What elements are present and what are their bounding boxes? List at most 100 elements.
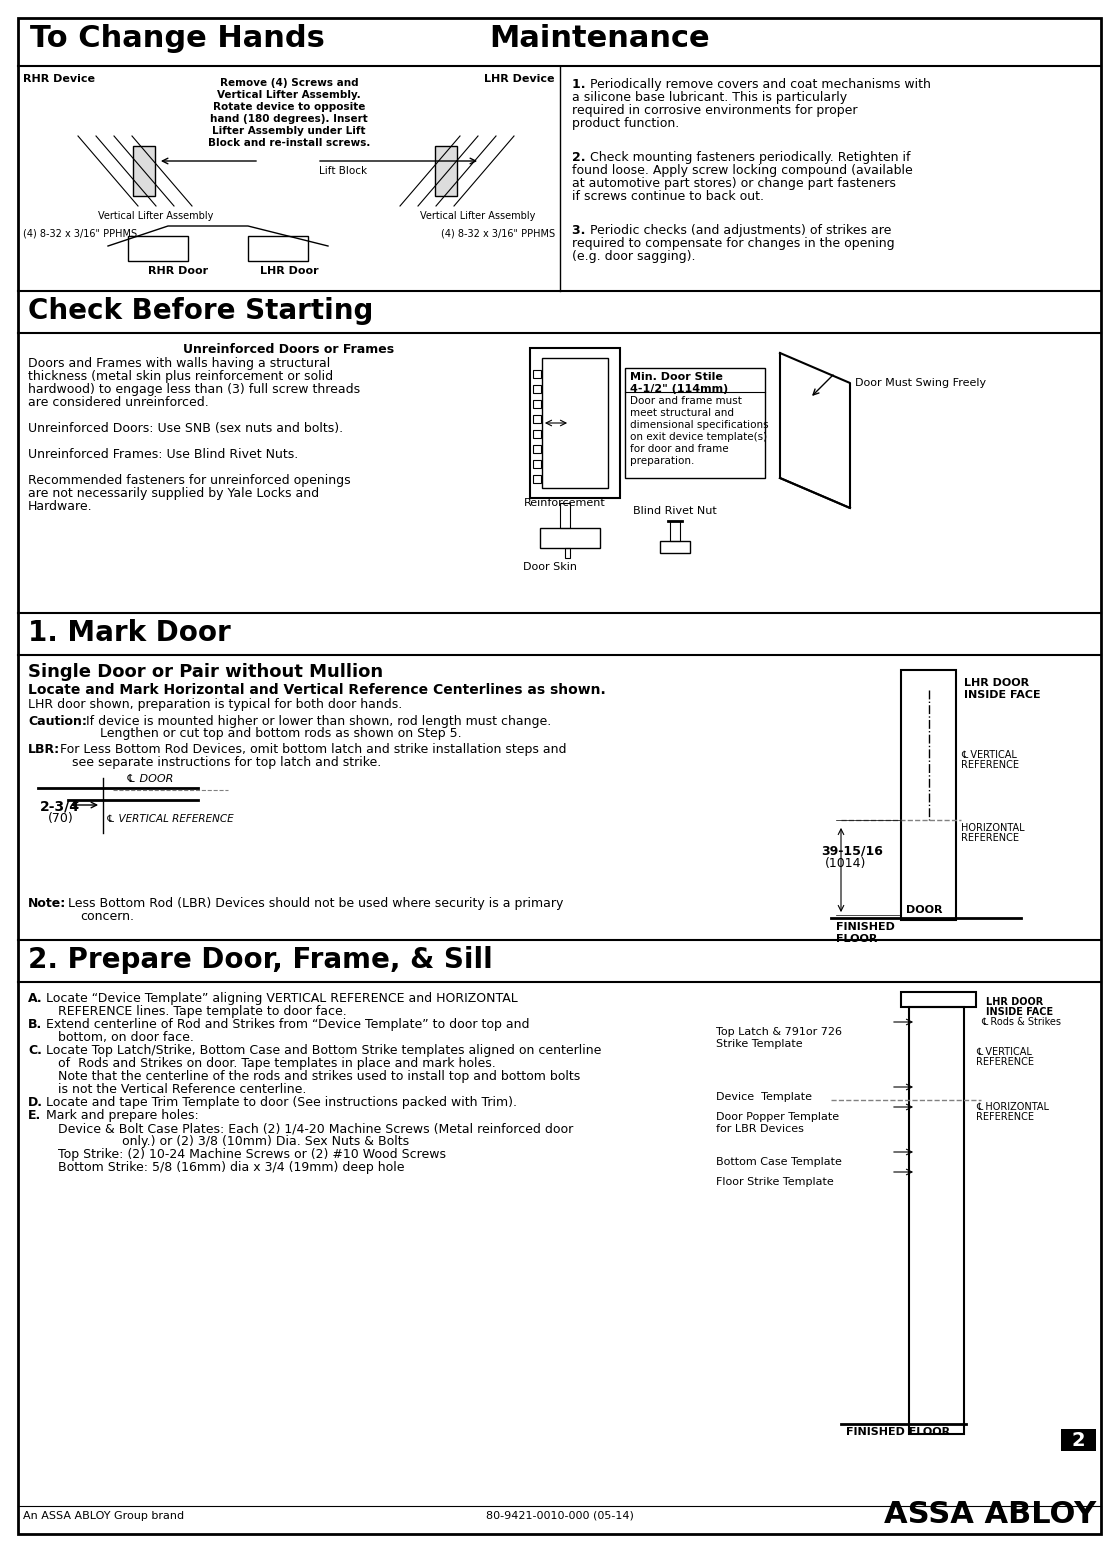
Text: FINISHED FLOOR: FINISHED FLOOR bbox=[846, 1426, 950, 1437]
Text: Less Bottom Rod (LBR) Devices should not be used where security is a primary: Less Bottom Rod (LBR) Devices should not… bbox=[68, 897, 563, 909]
Text: (4) 8-32 x 3/16" PPHMS: (4) 8-32 x 3/16" PPHMS bbox=[441, 228, 555, 237]
Text: (e.g. door sagging).: (e.g. door sagging). bbox=[572, 250, 696, 262]
Bar bbox=[565, 548, 570, 559]
Text: Check Before Starting: Check Before Starting bbox=[28, 296, 374, 324]
Text: REFERENCE lines. Tape template to door face.: REFERENCE lines. Tape template to door f… bbox=[46, 1006, 347, 1018]
Bar bbox=[530, 348, 620, 498]
Text: Caution:: Caution: bbox=[28, 715, 87, 728]
Text: on exit device template(s): on exit device template(s) bbox=[630, 431, 768, 442]
Text: of  Rods and Strikes on door. Tape templates in place and mark holes.: of Rods and Strikes on door. Tape templa… bbox=[46, 1057, 496, 1069]
Text: ℄ DOOR: ℄ DOOR bbox=[126, 774, 173, 784]
Text: 4-1/2" (114mm): 4-1/2" (114mm) bbox=[630, 383, 728, 394]
Text: 2: 2 bbox=[1071, 1431, 1084, 1450]
Text: Floor Strike Template: Floor Strike Template bbox=[716, 1176, 834, 1187]
Text: Periodic checks (and adjustments) of strikes are: Periodic checks (and adjustments) of str… bbox=[590, 223, 892, 237]
Text: Bottom Case Template: Bottom Case Template bbox=[716, 1156, 841, 1167]
Text: 3.: 3. bbox=[572, 223, 590, 237]
Text: ℄ VERTICAL: ℄ VERTICAL bbox=[976, 1048, 1032, 1057]
Text: Lift Block: Lift Block bbox=[319, 166, 367, 175]
Bar bbox=[909, 1007, 963, 1434]
Text: Blind Rivet Nut: Blind Rivet Nut bbox=[633, 506, 717, 515]
Text: if screws continue to back out.: if screws continue to back out. bbox=[572, 189, 764, 203]
Bar bbox=[533, 369, 540, 379]
Text: Note:: Note: bbox=[28, 897, 66, 909]
Text: For Less Bottom Rod Devices, omit bottom latch and strike installation steps and: For Less Bottom Rod Devices, omit bottom… bbox=[60, 743, 566, 756]
Bar bbox=[533, 445, 540, 453]
Text: 1.: 1. bbox=[572, 78, 590, 92]
Text: Extend centerline of Rod and Strikes from “Device Template” to door top and: Extend centerline of Rod and Strikes fro… bbox=[46, 1018, 529, 1031]
Text: required in corrosive environments for proper: required in corrosive environments for p… bbox=[572, 104, 857, 116]
Text: thickness (metal skin plus reinforcement or solid: thickness (metal skin plus reinforcement… bbox=[28, 369, 333, 383]
Text: Lengthen or cut top and bottom rods as shown on Step 5.: Lengthen or cut top and bottom rods as s… bbox=[100, 726, 462, 740]
Text: 2. Prepare Door, Frame, & Sill: 2. Prepare Door, Frame, & Sill bbox=[28, 947, 492, 975]
Text: LHR Device: LHR Device bbox=[485, 74, 555, 84]
Text: found loose. Apply screw locking compound (available: found loose. Apply screw locking compoun… bbox=[572, 165, 913, 177]
Text: HORIZONTAL: HORIZONTAL bbox=[961, 823, 1025, 833]
Text: bottom, on door face.: bottom, on door face. bbox=[46, 1031, 194, 1044]
Text: REFERENCE: REFERENCE bbox=[976, 1111, 1034, 1122]
Bar bbox=[901, 670, 956, 920]
Text: product function.: product function. bbox=[572, 116, 679, 130]
Text: Vertical Lifter Assembly: Vertical Lifter Assembly bbox=[420, 211, 535, 220]
Bar bbox=[533, 400, 540, 408]
Text: INSIDE FACE: INSIDE FACE bbox=[986, 1007, 1053, 1017]
Text: Note that the centerline of the rods and strikes used to install top and bottom : Note that the centerline of the rods and… bbox=[46, 1069, 581, 1083]
Text: meet structural and: meet structural and bbox=[630, 408, 734, 417]
Text: Mark and prepare holes:: Mark and prepare holes: bbox=[46, 1110, 199, 1122]
Text: 2-3/4: 2-3/4 bbox=[40, 799, 79, 813]
Text: Door Popper Template
for LBR Devices: Door Popper Template for LBR Devices bbox=[716, 1111, 839, 1133]
Bar bbox=[540, 528, 600, 548]
Text: for door and frame: for door and frame bbox=[630, 444, 728, 455]
Text: Locate and tape Trim Template to door (See instructions packed with Trim).: Locate and tape Trim Template to door (S… bbox=[46, 1096, 517, 1110]
Text: only.) or (2) 3/8 (10mm) Dia. Sex Nuts & Bolts: only.) or (2) 3/8 (10mm) Dia. Sex Nuts &… bbox=[46, 1135, 410, 1148]
Text: Door Must Swing Freely: Door Must Swing Freely bbox=[855, 379, 986, 388]
Text: Door and frame must: Door and frame must bbox=[630, 396, 742, 407]
Bar bbox=[533, 414, 540, 424]
Bar bbox=[18, 334, 1101, 613]
Text: DOOR: DOOR bbox=[906, 905, 942, 916]
Text: ℄ VERTICAL REFERENCE: ℄ VERTICAL REFERENCE bbox=[106, 813, 234, 824]
Text: 39-15/16: 39-15/16 bbox=[821, 844, 883, 858]
Text: FINISHED: FINISHED bbox=[836, 922, 895, 933]
Text: (1014): (1014) bbox=[825, 857, 866, 871]
Bar bbox=[533, 459, 540, 469]
Text: concern.: concern. bbox=[79, 909, 134, 923]
Text: RHR Door: RHR Door bbox=[148, 265, 208, 276]
Text: ℄ Rods & Strikes: ℄ Rods & Strikes bbox=[981, 1017, 1061, 1027]
Text: Reinforcement: Reinforcement bbox=[524, 498, 605, 508]
Text: INSIDE FACE: INSIDE FACE bbox=[963, 691, 1041, 700]
Text: LHR door shown, preparation is typical for both door hands.: LHR door shown, preparation is typical f… bbox=[28, 698, 402, 711]
Text: E.: E. bbox=[28, 1110, 41, 1122]
Text: Locate and Mark Horizontal and Vertical Reference Centerlines as shown.: Locate and Mark Horizontal and Vertical … bbox=[28, 683, 605, 697]
Text: Bottom Strike: 5/8 (16mm) dia x 3/4 (19mm) deep hole: Bottom Strike: 5/8 (16mm) dia x 3/4 (19m… bbox=[46, 1161, 404, 1173]
Text: Remove (4) Screws and: Remove (4) Screws and bbox=[219, 78, 358, 88]
Text: 2.: 2. bbox=[572, 151, 590, 165]
Text: dimensional specifications: dimensional specifications bbox=[630, 421, 769, 430]
Text: a silicone base lubricant. This is particularly: a silicone base lubricant. This is parti… bbox=[572, 92, 847, 104]
Bar bbox=[670, 521, 680, 542]
Text: Maintenance: Maintenance bbox=[489, 23, 709, 53]
Text: Locate “Device Template” aligning VERTICAL REFERENCE and HORIZONTAL: Locate “Device Template” aligning VERTIC… bbox=[46, 992, 518, 1006]
Text: are considered unreinforced.: are considered unreinforced. bbox=[28, 396, 209, 410]
Bar bbox=[560, 503, 570, 528]
Text: hardwood) to engage less than (3) full screw threads: hardwood) to engage less than (3) full s… bbox=[28, 383, 360, 396]
Text: FLOOR: FLOOR bbox=[836, 934, 877, 944]
Text: Hardware.: Hardware. bbox=[28, 500, 93, 514]
Bar bbox=[533, 430, 540, 438]
Text: B.: B. bbox=[28, 1018, 43, 1031]
Text: REFERENCE: REFERENCE bbox=[976, 1057, 1034, 1068]
Text: are not necessarily supplied by Yale Locks and: are not necessarily supplied by Yale Loc… bbox=[28, 487, 319, 500]
Text: Lifter Assembly under Lift: Lifter Assembly under Lift bbox=[213, 126, 366, 137]
Text: REFERENCE: REFERENCE bbox=[961, 760, 1019, 770]
Text: ASSA ABLOY: ASSA ABLOY bbox=[884, 1499, 1096, 1529]
Text: hand (180 degrees). Insert: hand (180 degrees). Insert bbox=[210, 113, 368, 124]
Text: C.: C. bbox=[28, 1044, 41, 1057]
Text: (70): (70) bbox=[48, 812, 74, 826]
Text: is not the Vertical Reference centerline.: is not the Vertical Reference centerline… bbox=[46, 1083, 307, 1096]
Text: Recommended fasteners for unreinforced openings: Recommended fasteners for unreinforced o… bbox=[28, 473, 350, 487]
Bar bbox=[1061, 1429, 1096, 1451]
Text: Vertical Lifter Assembly: Vertical Lifter Assembly bbox=[98, 211, 214, 220]
Bar bbox=[542, 359, 608, 487]
Bar bbox=[128, 236, 188, 261]
Text: 80-9421-0010-000 (05-14): 80-9421-0010-000 (05-14) bbox=[486, 1512, 633, 1521]
